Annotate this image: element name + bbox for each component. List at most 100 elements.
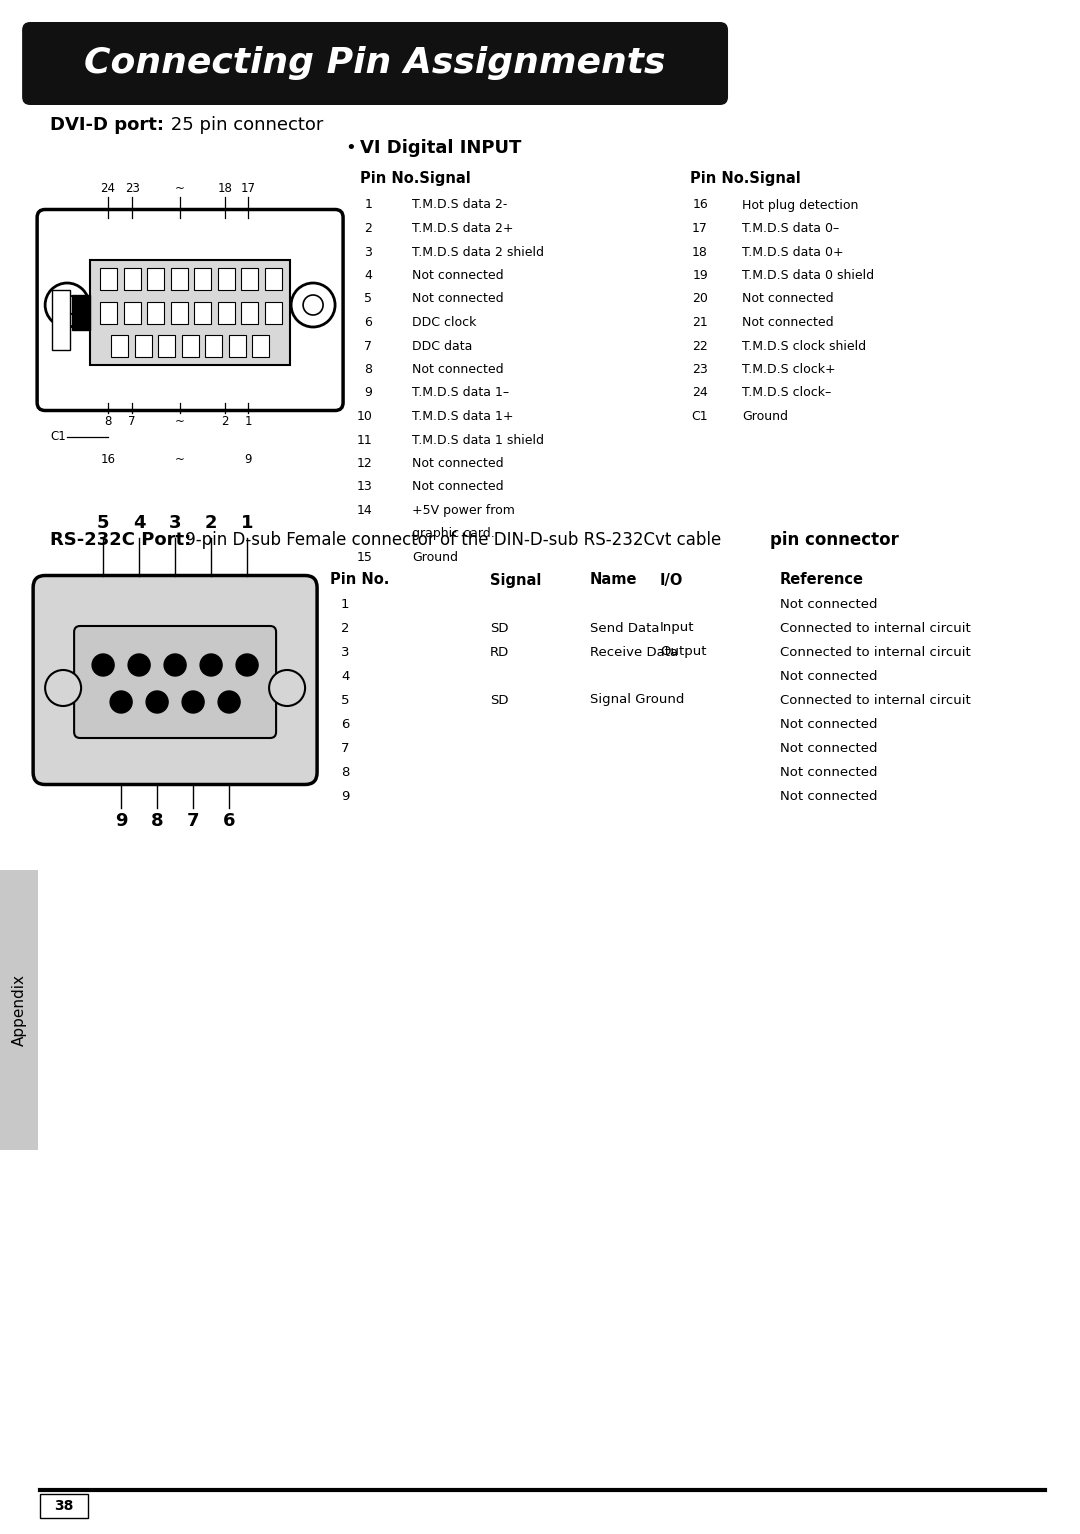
Text: 6: 6 — [341, 718, 349, 730]
Text: Output: Output — [660, 646, 706, 658]
Text: 2: 2 — [364, 222, 373, 235]
Text: 7: 7 — [341, 741, 349, 755]
Text: ~: ~ — [175, 416, 185, 428]
Text: Not connected: Not connected — [780, 669, 878, 683]
Text: Not connected: Not connected — [413, 268, 503, 282]
FancyBboxPatch shape — [37, 210, 343, 411]
Circle shape — [146, 690, 168, 713]
Text: Send Data: Send Data — [590, 621, 660, 635]
Text: RD: RD — [490, 646, 510, 658]
Circle shape — [129, 653, 150, 676]
Text: 9: 9 — [341, 790, 349, 802]
Text: 5: 5 — [341, 693, 349, 707]
Text: 24: 24 — [692, 387, 708, 399]
Text: Signal Ground: Signal Ground — [590, 693, 685, 707]
Text: 19: 19 — [692, 268, 708, 282]
Text: I/O: I/O — [660, 572, 684, 588]
Text: 7: 7 — [187, 813, 200, 830]
Bar — [171, 268, 188, 290]
Text: Signal: Signal — [490, 572, 541, 588]
Text: 25 pin connector: 25 pin connector — [165, 117, 324, 133]
Bar — [241, 302, 258, 324]
Text: 4: 4 — [133, 514, 146, 532]
Text: Ground: Ground — [413, 551, 458, 565]
Bar — [217, 302, 234, 324]
Text: 17: 17 — [692, 222, 708, 235]
Text: Connected to internal circuit: Connected to internal circuit — [780, 621, 971, 635]
Text: Connected to internal circuit: Connected to internal circuit — [780, 693, 971, 707]
Bar — [171, 302, 188, 324]
Text: Not connected: Not connected — [780, 741, 878, 755]
Text: ~: ~ — [175, 453, 185, 466]
Text: 2: 2 — [205, 514, 217, 532]
Text: 9-pin D-sub Female connector of the DIN-D-sub RS-232Cvt cable: 9-pin D-sub Female connector of the DIN-… — [180, 531, 727, 549]
Text: •: • — [346, 140, 355, 156]
FancyBboxPatch shape — [33, 575, 318, 784]
Bar — [265, 302, 282, 324]
Circle shape — [164, 653, 186, 676]
Text: C1: C1 — [691, 410, 708, 423]
Text: 14: 14 — [356, 505, 373, 517]
Text: T.M.D.S data 2+: T.M.D.S data 2+ — [413, 222, 514, 235]
Bar — [252, 334, 269, 357]
Text: 3: 3 — [364, 245, 373, 259]
Text: Hot plug detection: Hot plug detection — [742, 198, 859, 212]
Text: Not connected: Not connected — [413, 480, 503, 494]
Text: SD: SD — [490, 693, 509, 707]
Text: 4: 4 — [364, 268, 373, 282]
Text: DDC clock: DDC clock — [413, 316, 476, 328]
Circle shape — [303, 295, 323, 314]
Text: 23: 23 — [692, 364, 708, 376]
FancyBboxPatch shape — [75, 626, 276, 738]
Text: Connecting Pin Assignments: Connecting Pin Assignments — [84, 46, 666, 80]
Text: T.M.D.S clock–: T.M.D.S clock– — [742, 387, 832, 399]
Circle shape — [183, 690, 204, 713]
Text: Pin No.Signal: Pin No.Signal — [360, 170, 471, 186]
Text: DVI-D port:: DVI-D port: — [50, 117, 164, 133]
Text: 5: 5 — [364, 293, 373, 305]
Text: 16: 16 — [692, 198, 708, 212]
Text: Input: Input — [660, 621, 694, 635]
Text: 20: 20 — [692, 293, 708, 305]
Text: T.M.D.S data 1 shield: T.M.D.S data 1 shield — [413, 434, 544, 446]
Text: Pin No.Signal: Pin No.Signal — [690, 170, 800, 186]
Circle shape — [110, 690, 132, 713]
Text: 23: 23 — [124, 183, 139, 195]
Text: T.M.D.S data 2 shield: T.M.D.S data 2 shield — [413, 245, 544, 259]
Text: 3: 3 — [341, 646, 349, 658]
Text: Not connected: Not connected — [742, 293, 834, 305]
Text: 24: 24 — [100, 183, 116, 195]
Text: T.M.D.S data 0–: T.M.D.S data 0– — [742, 222, 839, 235]
Text: Not connected: Not connected — [742, 316, 834, 328]
Circle shape — [292, 282, 335, 327]
Text: 9: 9 — [364, 387, 373, 399]
Bar — [72, 295, 90, 330]
Bar — [265, 268, 282, 290]
Text: 7: 7 — [364, 339, 373, 353]
Text: T.M.D.S data 2-: T.M.D.S data 2- — [413, 198, 508, 212]
Text: 17: 17 — [241, 183, 256, 195]
Text: T.M.D.S clock shield: T.M.D.S clock shield — [742, 339, 866, 353]
Text: 7: 7 — [129, 416, 136, 428]
Bar — [194, 302, 211, 324]
Text: Reference: Reference — [780, 572, 864, 588]
Text: 16: 16 — [100, 453, 116, 466]
Text: 8: 8 — [364, 364, 373, 376]
Text: 9: 9 — [114, 813, 127, 830]
Bar — [100, 302, 117, 324]
Text: Not connected: Not connected — [780, 765, 878, 778]
Text: Not connected: Not connected — [413, 364, 503, 376]
Text: SD: SD — [490, 621, 509, 635]
Bar — [205, 334, 222, 357]
Text: 38: 38 — [54, 1499, 73, 1513]
Circle shape — [218, 690, 240, 713]
Text: graphic card.: graphic card. — [413, 528, 495, 540]
Text: 1: 1 — [241, 514, 254, 532]
Circle shape — [45, 670, 81, 706]
Circle shape — [45, 282, 90, 327]
Bar — [229, 334, 245, 357]
Text: Pin No.: Pin No. — [330, 572, 390, 588]
Text: T.M.D.S data 0+: T.M.D.S data 0+ — [742, 245, 843, 259]
Bar — [194, 268, 211, 290]
Circle shape — [57, 295, 77, 314]
